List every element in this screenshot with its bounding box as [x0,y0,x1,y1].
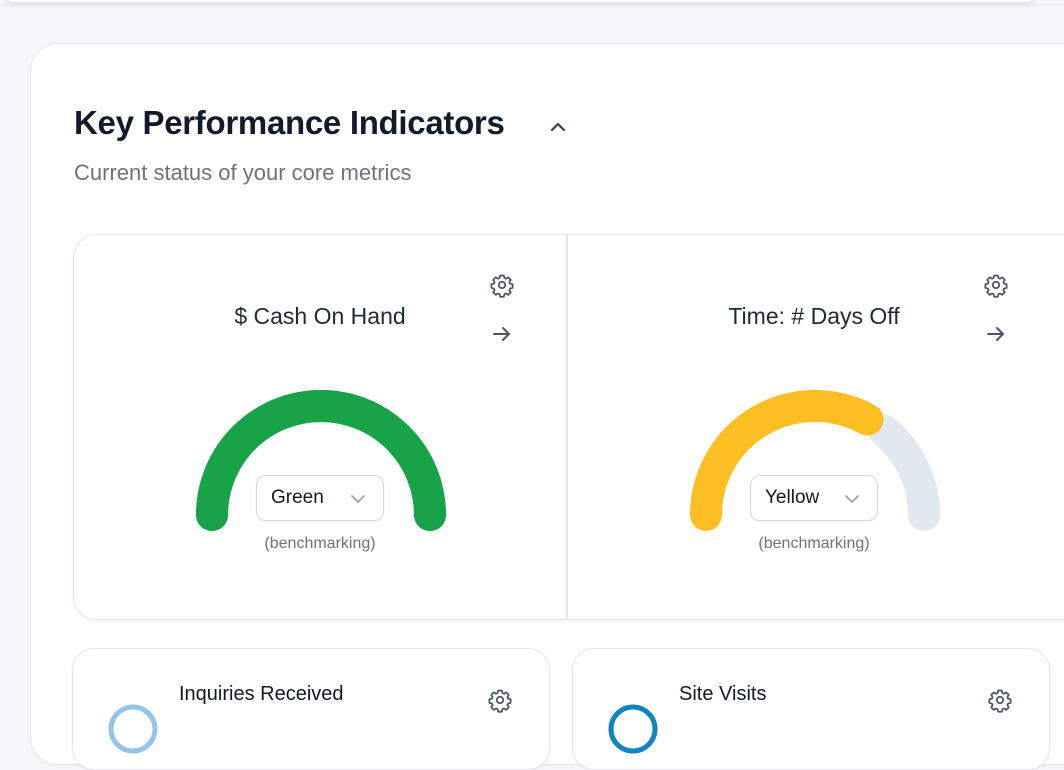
status-select-value: Green [271,487,324,508]
gauge-value-arc [196,390,446,531]
kpi-settings-button[interactable] [981,270,1011,300]
gear-icon [488,689,512,713]
kpi-gauge [690,390,940,531]
kpi-card-days-off: Time: # Days Off Yellow [566,235,1060,619]
gear-icon [984,274,1008,298]
gauge-track [868,415,940,531]
kpi-open-button[interactable] [487,319,517,349]
collapse-button[interactable] [543,112,573,142]
chevron-down-icon [351,495,365,503]
gear-icon [490,274,514,298]
kpi-title: $ Cash On Hand [234,303,406,329]
metric-title: Inquiries Received [179,683,344,705]
status-select[interactable]: Yellow [750,475,878,521]
status-select-value: Yellow [765,487,820,508]
kpi-row: $ Cash On Hand Green [73,234,1064,620]
metric-settings-button[interactable] [485,685,515,715]
metric-settings-button[interactable] [985,685,1015,715]
benchmarking-note: (benchmarking) [758,535,870,552]
kpi-gauge [196,390,446,531]
status-select[interactable]: Green [256,475,384,521]
chevron-down-icon [845,495,859,503]
panel-subtitle: Current status of your core metrics [74,160,412,185]
kpi-panel: Key Performance Indicators Current statu… [30,43,1064,765]
arrow-right-icon [493,327,510,341]
top-bar-edge [0,0,1040,3]
gauge-value-arc [690,390,884,531]
arrow-right-icon [987,327,1004,341]
chevron-up-icon [550,122,566,132]
benchmarking-note: (benchmarking) [264,535,376,552]
metric-ring [108,704,158,754]
kpi-card-cash-on-hand: $ Cash On Hand Green [74,235,566,619]
kpi-title: Time: # Days Off [728,303,900,329]
metric-card-inquiries: Inquiries Received [72,648,550,770]
kpi-open-button[interactable] [981,319,1011,349]
panel-title: Key Performance Indicators [74,104,505,141]
metric-ring [608,704,658,754]
metric-card-site-visits: Site Visits [572,648,1050,770]
gear-icon [988,689,1012,713]
metric-title: Site Visits [679,683,767,705]
kpi-settings-button[interactable] [487,270,517,300]
top-bar [0,0,1064,3]
